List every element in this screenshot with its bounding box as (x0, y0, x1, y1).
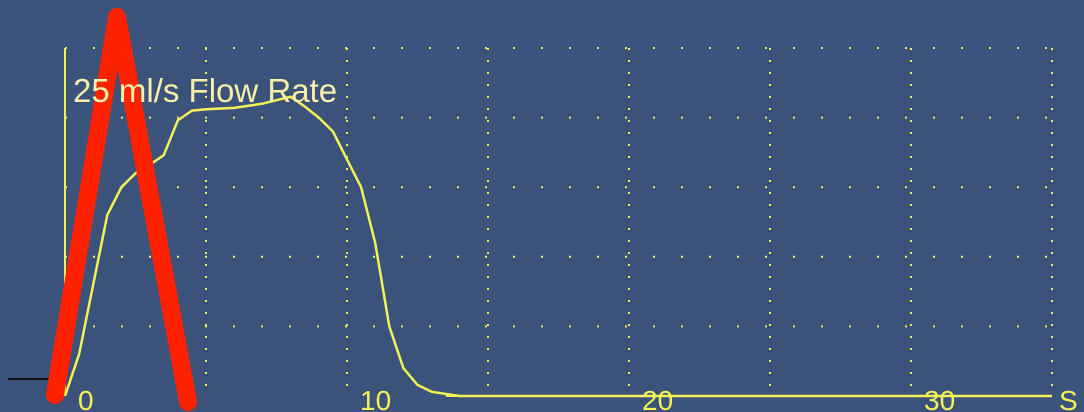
x-tick-label-0: 0 (78, 385, 94, 412)
x-tick-label-30: 30 (924, 385, 955, 412)
red-stroke-left (46, 8, 126, 404)
x-unit-label: S (1059, 385, 1078, 412)
labels: 0 10 20 30 S 25 ml/s Flow Rate (73, 72, 1078, 412)
red-overlay (46, 8, 197, 411)
red-stroke-right (108, 8, 197, 411)
series-layer (63, 95, 1052, 398)
x-tick-label-20: 20 (642, 385, 673, 412)
grid (65, 47, 1053, 396)
chart-title: 25 ml/s Flow Rate (73, 72, 337, 109)
flow-curve-series-0 (63, 95, 1052, 398)
x-tick-label-10: 10 (360, 385, 391, 412)
